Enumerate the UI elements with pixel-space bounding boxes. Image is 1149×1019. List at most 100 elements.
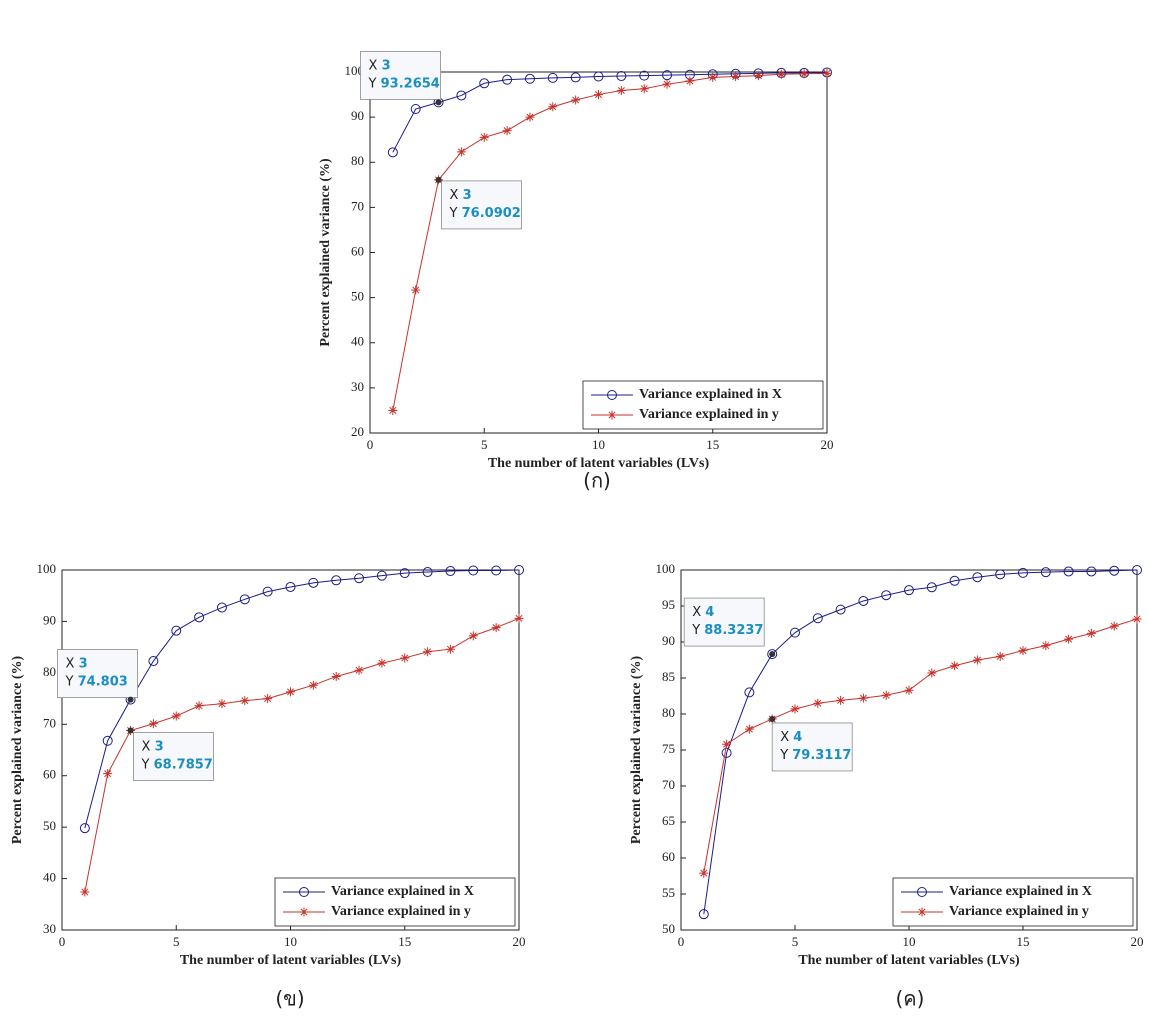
y-tick-label: 80: [662, 705, 675, 720]
marker: [836, 695, 846, 705]
y-tick-label: 60: [43, 767, 56, 782]
marker: [376, 570, 387, 581]
y-tick-label: 30: [351, 379, 364, 394]
marker: [858, 693, 868, 703]
marker: [194, 612, 205, 623]
plot-area: [369, 71, 828, 434]
marker: [79, 823, 90, 834]
marker: [1132, 614, 1142, 624]
x-tick-label: 0: [367, 437, 374, 452]
y-tick-label: 50: [662, 921, 675, 936]
marker: [904, 685, 914, 695]
datatip-y: Y 76.0902: [449, 205, 521, 220]
marker: [388, 405, 398, 415]
marker: [286, 687, 295, 697]
legend-marker: [607, 390, 617, 400]
y-tick-label: 95: [662, 597, 675, 612]
x-tick-label: 15: [398, 934, 411, 949]
datatip-x-value: 4: [705, 605, 714, 620]
marker: [662, 70, 673, 81]
marker: [102, 735, 113, 746]
datatip-y: Y 74.803: [65, 674, 128, 689]
chart: 0 5 10 15 20 30 40 50 60 70 80 90 100 The number of l…: [10, 561, 525, 1011]
datatip-y-label: Y: [779, 747, 792, 762]
legend-box: [892, 877, 1134, 927]
marker: [731, 72, 741, 82]
series-line: [392, 72, 828, 411]
marker: [456, 147, 466, 157]
marker: [570, 72, 581, 83]
datatip-x-label: X: [692, 605, 705, 620]
y-tick-label: 100: [656, 561, 676, 576]
x-tick-label: 10: [592, 437, 605, 452]
y-tick-label: 60: [662, 849, 675, 864]
y-tick-label: 40: [351, 334, 364, 349]
x-tick-label: 5: [481, 437, 488, 452]
marker: [722, 739, 732, 749]
marker: [514, 613, 524, 623]
marker: [479, 132, 489, 142]
marker: [491, 623, 501, 633]
datatip-x-value: 3: [155, 739, 164, 754]
legend-label: Variance explained in X: [949, 884, 1092, 899]
marker: [479, 78, 490, 89]
legend-label: Variance explained in y: [331, 904, 471, 919]
marker: [858, 595, 869, 606]
datatip-x-value: 3: [79, 656, 88, 671]
datatip-x: X 3: [369, 58, 391, 73]
marker: [331, 575, 342, 586]
datatip-box: [133, 732, 214, 781]
datatip-y-label: Y: [65, 674, 78, 689]
marker: [699, 868, 709, 878]
marker: [1018, 567, 1028, 578]
datatip-x-label: X: [780, 729, 793, 744]
marker: [524, 73, 535, 84]
datatip-x: X 3: [450, 187, 472, 202]
datatip-x-label: X: [369, 58, 382, 73]
marker: [972, 572, 983, 583]
datatip-y-label: Y: [449, 205, 462, 220]
marker: [949, 575, 960, 586]
series-line: [703, 569, 1138, 915]
datatip-box: [771, 722, 853, 772]
panel-caption: (ค): [896, 987, 925, 1011]
marker: [1109, 621, 1119, 631]
marker: [103, 769, 113, 779]
x-tick-label: 20: [821, 437, 834, 452]
marker: [972, 655, 982, 665]
y-tick-label: 100: [37, 561, 57, 576]
marker: [547, 72, 558, 83]
y-axis-label: Percent explained variance (%): [629, 656, 644, 845]
y-tick-label: 90: [662, 633, 675, 648]
marker: [813, 698, 823, 708]
y-tick-label: 90: [43, 612, 56, 627]
y-tick-label: 30: [43, 921, 56, 936]
marker: [950, 661, 960, 671]
marker: [410, 104, 421, 115]
marker: [285, 581, 296, 592]
marker: [1086, 566, 1097, 577]
marker: [331, 671, 341, 681]
legend-marker: [299, 887, 309, 897]
marker: [1086, 628, 1096, 638]
marker: [445, 566, 456, 577]
legend-label: Variance explained in y: [639, 407, 779, 422]
y-tick-label: 100: [345, 63, 365, 78]
marker: [753, 71, 763, 81]
marker: [194, 701, 204, 711]
marker: [468, 631, 478, 641]
legend-marker: [607, 410, 617, 420]
marker: [616, 71, 627, 82]
marker: [262, 586, 273, 597]
panel-caption: (ข): [275, 987, 304, 1011]
marker: [548, 102, 558, 112]
datatip-box: [683, 597, 765, 647]
marker: [812, 613, 823, 624]
marker: [148, 719, 158, 729]
marker: [1109, 565, 1120, 576]
datatip-x-label: X: [142, 739, 155, 754]
y-tick-label: 70: [43, 715, 56, 730]
marker: [799, 69, 809, 79]
datatip-point: [127, 727, 134, 734]
